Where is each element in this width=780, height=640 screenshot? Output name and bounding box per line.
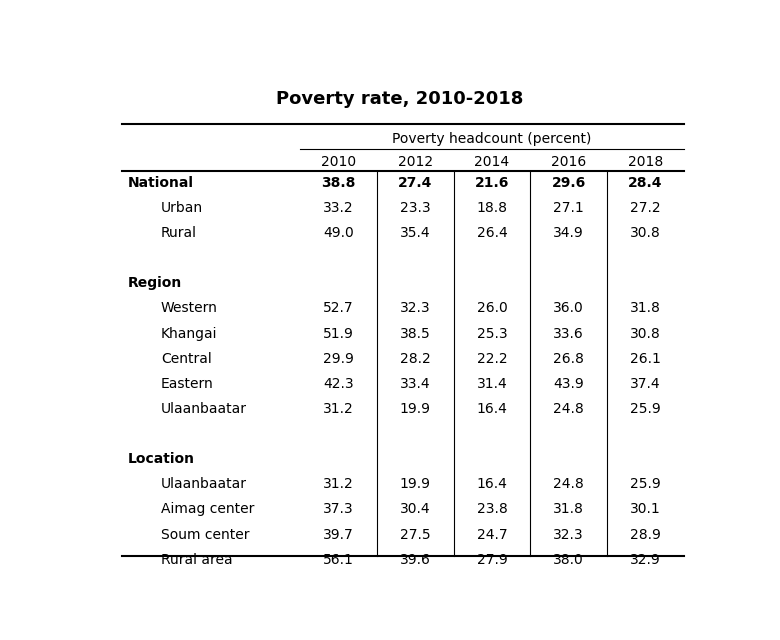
Text: 38.0: 38.0 — [553, 553, 584, 567]
Text: Rural area: Rural area — [161, 553, 232, 567]
Text: 31.4: 31.4 — [477, 377, 507, 391]
Text: 33.2: 33.2 — [323, 201, 353, 215]
Text: 49.0: 49.0 — [323, 226, 354, 240]
Text: 38.8: 38.8 — [321, 176, 356, 189]
Text: 38.5: 38.5 — [400, 326, 431, 340]
Text: 26.4: 26.4 — [477, 226, 507, 240]
Text: 22.2: 22.2 — [477, 352, 507, 365]
Text: 28.2: 28.2 — [400, 352, 431, 365]
Text: Region: Region — [128, 276, 182, 291]
Text: 39.6: 39.6 — [399, 553, 431, 567]
Text: 24.8: 24.8 — [553, 477, 584, 492]
Text: National: National — [128, 176, 193, 189]
Text: 2012: 2012 — [398, 155, 433, 168]
Text: 30.1: 30.1 — [630, 502, 661, 516]
Text: 52.7: 52.7 — [323, 301, 353, 316]
Text: 2014: 2014 — [474, 155, 509, 168]
Text: Location: Location — [128, 452, 195, 466]
Text: 2016: 2016 — [551, 155, 587, 168]
Text: 35.4: 35.4 — [400, 226, 431, 240]
Text: Rural: Rural — [161, 226, 197, 240]
Text: 24.7: 24.7 — [477, 527, 507, 541]
Text: 16.4: 16.4 — [477, 402, 507, 416]
Text: 21.6: 21.6 — [475, 176, 509, 189]
Text: 31.2: 31.2 — [323, 477, 354, 492]
Text: 28.4: 28.4 — [628, 176, 663, 189]
Text: 43.9: 43.9 — [553, 377, 584, 391]
Text: Eastern: Eastern — [161, 377, 214, 391]
Text: 26.1: 26.1 — [630, 352, 661, 365]
Text: 25.9: 25.9 — [630, 402, 661, 416]
Text: Western: Western — [161, 301, 218, 316]
Text: 37.3: 37.3 — [323, 502, 353, 516]
Text: Urban: Urban — [161, 201, 203, 215]
Text: Ulaanbaatar: Ulaanbaatar — [161, 477, 247, 492]
Text: 36.0: 36.0 — [553, 301, 584, 316]
Text: 31.2: 31.2 — [323, 402, 354, 416]
Text: 27.5: 27.5 — [400, 527, 431, 541]
Text: 23.3: 23.3 — [400, 201, 431, 215]
Text: 16.4: 16.4 — [477, 477, 507, 492]
Text: 34.9: 34.9 — [553, 226, 584, 240]
Text: 31.8: 31.8 — [553, 502, 584, 516]
Text: 23.8: 23.8 — [477, 502, 507, 516]
Text: 26.0: 26.0 — [477, 301, 507, 316]
Text: Khangai: Khangai — [161, 326, 218, 340]
Text: 30.8: 30.8 — [630, 326, 661, 340]
Text: 27.2: 27.2 — [630, 201, 661, 215]
Text: 42.3: 42.3 — [323, 377, 353, 391]
Text: 24.8: 24.8 — [553, 402, 584, 416]
Text: 30.8: 30.8 — [630, 226, 661, 240]
Text: 30.4: 30.4 — [400, 502, 431, 516]
Text: Soum center: Soum center — [161, 527, 250, 541]
Text: Poverty headcount (percent): Poverty headcount (percent) — [392, 132, 591, 147]
Text: 27.1: 27.1 — [553, 201, 584, 215]
Text: 29.6: 29.6 — [551, 176, 586, 189]
Text: Aimag center: Aimag center — [161, 502, 254, 516]
Text: Ulaanbaatar: Ulaanbaatar — [161, 402, 247, 416]
Text: 37.4: 37.4 — [630, 377, 661, 391]
Text: 33.4: 33.4 — [400, 377, 431, 391]
Text: 2010: 2010 — [321, 155, 356, 168]
Text: Central: Central — [161, 352, 211, 365]
Text: 19.9: 19.9 — [399, 477, 431, 492]
Text: 19.9: 19.9 — [399, 402, 431, 416]
Text: 28.9: 28.9 — [630, 527, 661, 541]
Text: 27.9: 27.9 — [477, 553, 507, 567]
Text: 39.7: 39.7 — [323, 527, 354, 541]
Text: 2018: 2018 — [628, 155, 663, 168]
Text: 32.3: 32.3 — [400, 301, 431, 316]
Text: 18.8: 18.8 — [477, 201, 508, 215]
Text: 31.8: 31.8 — [630, 301, 661, 316]
Text: 51.9: 51.9 — [323, 326, 354, 340]
Text: 25.9: 25.9 — [630, 477, 661, 492]
Text: 29.9: 29.9 — [323, 352, 354, 365]
Text: 33.6: 33.6 — [553, 326, 584, 340]
Text: 27.4: 27.4 — [398, 176, 432, 189]
Text: 56.1: 56.1 — [323, 553, 354, 567]
Text: 26.8: 26.8 — [553, 352, 584, 365]
Text: Poverty rate, 2010-2018: Poverty rate, 2010-2018 — [276, 90, 523, 108]
Text: 32.9: 32.9 — [630, 553, 661, 567]
Text: 32.3: 32.3 — [553, 527, 584, 541]
Text: 25.3: 25.3 — [477, 326, 507, 340]
